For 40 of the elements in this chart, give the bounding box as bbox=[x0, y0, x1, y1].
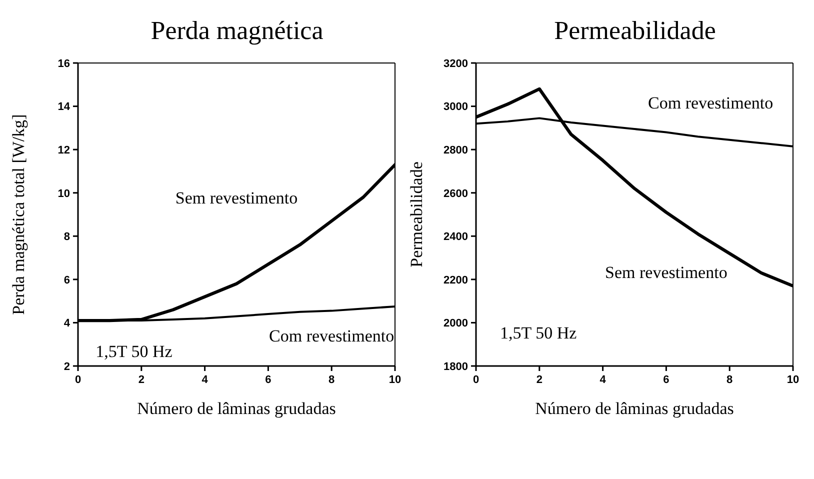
x-tick-label: 10 bbox=[786, 374, 800, 386]
x-tick-label: 4 bbox=[202, 374, 209, 386]
x-tick-label: 0 bbox=[472, 374, 480, 386]
x-tick-label: 8 bbox=[726, 374, 733, 386]
y-tick-label: 3200 bbox=[444, 58, 468, 70]
series-label: Sem revestimento bbox=[175, 188, 298, 208]
y-tick-label: 3000 bbox=[444, 101, 468, 114]
y-tick-label: 2800 bbox=[444, 144, 468, 156]
annotation: 1,5T 50 Hz bbox=[96, 342, 173, 361]
series-label: Com revestimento bbox=[269, 326, 394, 346]
y-tick-label: 4 bbox=[64, 318, 71, 330]
x-tick-label: 2 bbox=[138, 374, 144, 386]
y-tick-label: 10 bbox=[58, 188, 70, 200]
y-tick-label: 2600 bbox=[444, 188, 468, 200]
series-label: Com revestimento bbox=[648, 93, 774, 112]
y-axis-title: Perda magnética total [W/kg] bbox=[9, 114, 28, 315]
x-tick-label: 2 bbox=[536, 374, 542, 386]
x-tick-label: 8 bbox=[328, 374, 335, 386]
y-tick-label: 8 bbox=[64, 231, 70, 244]
y-tick-label: 2000 bbox=[444, 318, 468, 330]
x-tick-label: 6 bbox=[663, 374, 670, 386]
y-tick-label: 16 bbox=[58, 58, 70, 70]
chart-title: Perda magnética bbox=[150, 15, 324, 47]
x-axis-title: Número de lâminas grudadas bbox=[137, 399, 336, 418]
y-tick-label: 2 bbox=[64, 360, 70, 373]
x-tick-label: 4 bbox=[600, 374, 607, 386]
x-tick-label: 0 bbox=[74, 374, 82, 386]
chart-title: Permeabilidade bbox=[553, 15, 717, 47]
x-axis-title: Número de lâminas grudadas bbox=[535, 399, 734, 418]
y-tick-label: 6 bbox=[64, 274, 70, 286]
x-tick-label: 10 bbox=[388, 374, 402, 386]
y-tick-label: 2400 bbox=[444, 231, 468, 244]
y-tick-label: 14 bbox=[58, 101, 71, 114]
y-tick-label: 2200 bbox=[444, 274, 468, 286]
y-tick-label: 12 bbox=[58, 144, 70, 156]
series-label: Sem revestimento bbox=[605, 263, 728, 282]
x-tick-label: 6 bbox=[265, 374, 272, 386]
y-tick-label: 1800 bbox=[444, 360, 468, 373]
y-axis-title: Permeabilidade bbox=[407, 162, 426, 268]
annotation: 1,5T 50 Hz bbox=[500, 324, 578, 343]
